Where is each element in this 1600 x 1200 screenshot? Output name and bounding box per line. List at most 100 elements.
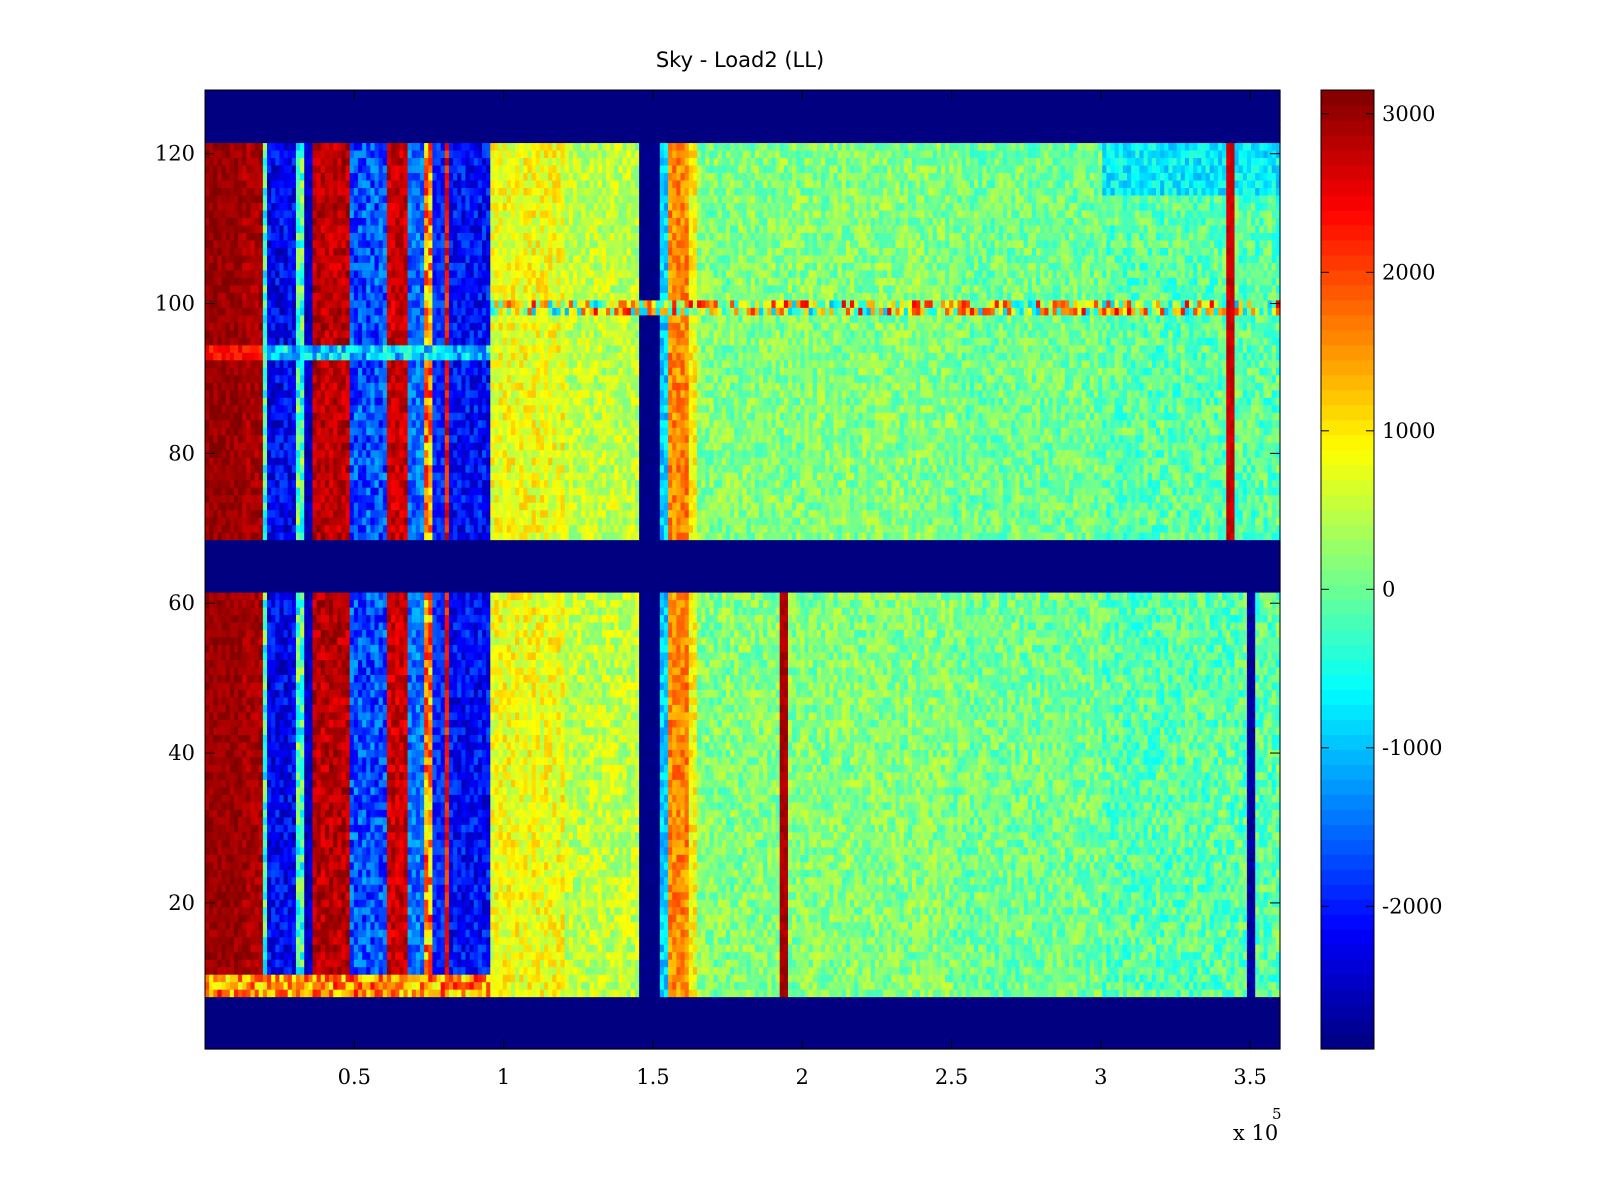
heatmap-cell bbox=[796, 1027, 801, 1035]
heatmap-cell bbox=[623, 1019, 628, 1027]
heatmap-cell bbox=[292, 1019, 297, 1027]
heatmap-cell bbox=[271, 1027, 276, 1035]
heatmap-cell bbox=[416, 1042, 421, 1050]
heatmap-cell bbox=[432, 1034, 437, 1042]
heatmap-cell bbox=[341, 1042, 346, 1050]
heatmap-cell bbox=[1040, 1027, 1045, 1035]
heatmap-cell bbox=[246, 1042, 251, 1050]
heatmap-cell bbox=[329, 1034, 334, 1042]
heatmap-cell bbox=[999, 1042, 1004, 1050]
heatmap-cell bbox=[916, 1034, 921, 1042]
heatmap-cell bbox=[618, 1027, 623, 1035]
heatmap-cell bbox=[329, 1019, 334, 1027]
heatmap-cell bbox=[722, 1027, 727, 1035]
heatmap-cell bbox=[259, 1034, 264, 1042]
heatmap-cell bbox=[738, 1034, 743, 1042]
heatmap-cell bbox=[304, 1019, 309, 1027]
heatmap-cell bbox=[718, 1042, 723, 1050]
heatmap-cell bbox=[792, 1042, 797, 1050]
heatmap-cell bbox=[1082, 1034, 1087, 1042]
heatmap-cell bbox=[635, 1042, 640, 1050]
heatmap-cell bbox=[986, 1042, 991, 1050]
heatmap-cell bbox=[920, 1042, 925, 1050]
heatmap-cell bbox=[1168, 1027, 1173, 1035]
heatmap-cell bbox=[982, 1042, 987, 1050]
heatmap-cell bbox=[1181, 1027, 1186, 1035]
heatmap-cell bbox=[478, 1042, 483, 1050]
heatmap-cell bbox=[399, 1042, 404, 1050]
heatmap-cell bbox=[565, 1034, 570, 1042]
heatmap-cell bbox=[594, 1034, 599, 1042]
heatmap-cell bbox=[759, 1034, 764, 1042]
heatmap-cell bbox=[561, 1027, 566, 1035]
heatmap-cell bbox=[263, 1027, 268, 1035]
heatmap-cell bbox=[1135, 1042, 1140, 1050]
heatmap-cell bbox=[631, 1034, 636, 1042]
heatmap-cell bbox=[230, 1027, 235, 1035]
heatmap-cell bbox=[313, 1042, 318, 1050]
heatmap-cell bbox=[1131, 1027, 1136, 1035]
heatmap-cell bbox=[1082, 1042, 1087, 1050]
heatmap-cell bbox=[370, 1027, 375, 1035]
heatmap-cell bbox=[375, 1034, 380, 1042]
heatmap-cell bbox=[730, 1034, 735, 1042]
heatmap-cell bbox=[222, 1042, 227, 1050]
heatmap-cell bbox=[308, 1042, 313, 1050]
heatmap-cell bbox=[991, 1027, 996, 1035]
heatmap-cell bbox=[205, 1034, 210, 1042]
heatmap-cell bbox=[391, 1042, 396, 1050]
heatmap-cell bbox=[598, 1019, 603, 1027]
heatmap-cell bbox=[565, 1019, 570, 1027]
heatmap-cell bbox=[846, 1042, 851, 1050]
heatmap-cell bbox=[701, 1034, 706, 1042]
heatmap-cell bbox=[672, 1027, 677, 1035]
heatmap-cell bbox=[614, 1042, 619, 1050]
heatmap-cell bbox=[1015, 1027, 1020, 1035]
heatmap-cell bbox=[1197, 1027, 1202, 1035]
heatmap-cell bbox=[652, 1034, 657, 1042]
heatmap-cell bbox=[602, 1027, 607, 1035]
heatmap-cell bbox=[978, 1027, 983, 1035]
heatmap-cell bbox=[486, 1027, 491, 1035]
heatmap-cell bbox=[1185, 1027, 1190, 1035]
heatmap-cell bbox=[652, 1027, 657, 1035]
heatmap-cell bbox=[325, 1019, 330, 1027]
heatmap-cell bbox=[771, 1034, 776, 1042]
heatmap-cell bbox=[437, 1019, 442, 1027]
heatmap-cell bbox=[242, 1034, 247, 1042]
heatmap-cell bbox=[552, 1019, 557, 1027]
chart-title: Sky - Load2 (LL) bbox=[656, 48, 824, 72]
heatmap-cell bbox=[1201, 1042, 1206, 1050]
chart-figure: Sky - Load2 (LL) 20406080100120 0.5 1 1.5 2… bbox=[0, 0, 1600, 1200]
heatmap-cell bbox=[383, 1019, 388, 1027]
heatmap-cell bbox=[867, 1027, 872, 1035]
heatmap-cell bbox=[408, 1027, 413, 1035]
heatmap-cell bbox=[275, 1027, 280, 1035]
heatmap-cell bbox=[577, 1042, 582, 1050]
heatmap-cell bbox=[1214, 1027, 1219, 1035]
heatmap-cell bbox=[800, 1042, 805, 1050]
heatmap-cell bbox=[883, 1027, 888, 1035]
heatmap-cell bbox=[680, 1019, 685, 1027]
heatmap-cell bbox=[817, 1034, 822, 1042]
heatmap-cell bbox=[1069, 1027, 1074, 1035]
heatmap-cell bbox=[1156, 1027, 1161, 1035]
heatmap-cell bbox=[403, 1034, 408, 1042]
heatmap-cell bbox=[850, 1034, 855, 1042]
heatmap-cell bbox=[259, 1019, 264, 1027]
heatmap-cell bbox=[296, 1027, 301, 1035]
heatmap-cell bbox=[962, 1042, 967, 1050]
heatmap-cells bbox=[205, 90, 1281, 1050]
heatmap-cell bbox=[602, 1019, 607, 1027]
heatmap-cell bbox=[924, 1042, 929, 1050]
heatmap-cell bbox=[879, 1042, 884, 1050]
heatmap-cell bbox=[656, 1027, 661, 1035]
heatmap-cell bbox=[569, 1042, 574, 1050]
heatmap-cell bbox=[267, 1027, 272, 1035]
heatmap-cell bbox=[722, 1034, 727, 1042]
heatmap-cell bbox=[474, 1019, 479, 1027]
heatmap-cell bbox=[486, 1019, 491, 1027]
heatmap-cell bbox=[796, 1042, 801, 1050]
heatmap-cell bbox=[887, 1027, 892, 1035]
heatmap-cell bbox=[416, 1027, 421, 1035]
